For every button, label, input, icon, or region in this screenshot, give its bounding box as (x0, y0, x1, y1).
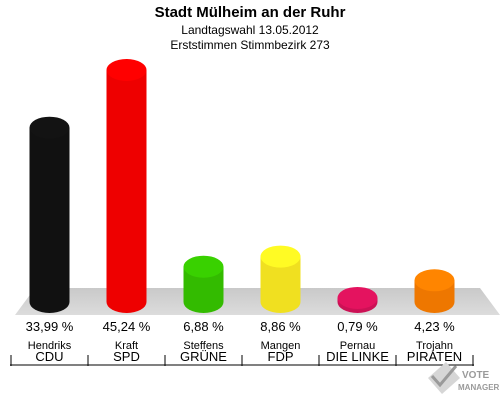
bar-top (260, 245, 301, 268)
brand-line-2: MANAGER (458, 383, 500, 392)
party-label: DIE LINKE (326, 349, 389, 364)
value-label: 6,88 % (183, 319, 224, 334)
bar-piraten (414, 269, 455, 313)
party-label: SPD (113, 349, 140, 364)
value-label: 8,86 % (260, 319, 301, 334)
candidate-label: Mangen (261, 340, 301, 352)
bar-top (337, 286, 378, 309)
bar-top (29, 116, 70, 139)
bar-body (183, 266, 224, 313)
chart-subtitle-2: Erststimmen Stimmbezirk 273 (170, 38, 330, 52)
candidate-label: Steffens (183, 340, 224, 352)
bar-spd (106, 59, 147, 313)
bar-cdu (29, 116, 70, 313)
party-label: PIRATEN (407, 349, 462, 364)
bar-body (29, 127, 70, 313)
party-label: GRÜNE (180, 349, 227, 364)
candidate-label: Trojahn (416, 340, 453, 352)
value-label: 0,79 % (337, 319, 378, 334)
value-label: 45,24 % (103, 319, 151, 334)
bar-die-linke (337, 286, 378, 313)
bar-fdp (260, 245, 301, 313)
value-label: 33,99 % (26, 319, 74, 334)
bar-grüne (183, 255, 224, 313)
bar-body (260, 256, 301, 313)
candidate-label: Kraft (115, 340, 138, 352)
value-label: 4,23 % (414, 319, 455, 334)
chart-title: Stadt Mülheim an der Ruhr (154, 4, 346, 21)
bar-top (183, 255, 224, 278)
party-label: FDP (268, 349, 294, 364)
ballot-check-icon (428, 362, 460, 394)
bar-top (106, 59, 147, 81)
party-label: CDU (35, 349, 63, 364)
brand-line-1: VOTE (462, 370, 490, 381)
candidate-label: Hendriks (28, 340, 72, 352)
vote-manager-logo: VOTE MANAGER (428, 362, 500, 394)
candidate-label: Pernau (340, 340, 375, 352)
bar-top (414, 269, 455, 292)
chart-subtitle: Landtagswahl 13.05.2012 (181, 23, 319, 37)
bar-body (106, 70, 147, 313)
